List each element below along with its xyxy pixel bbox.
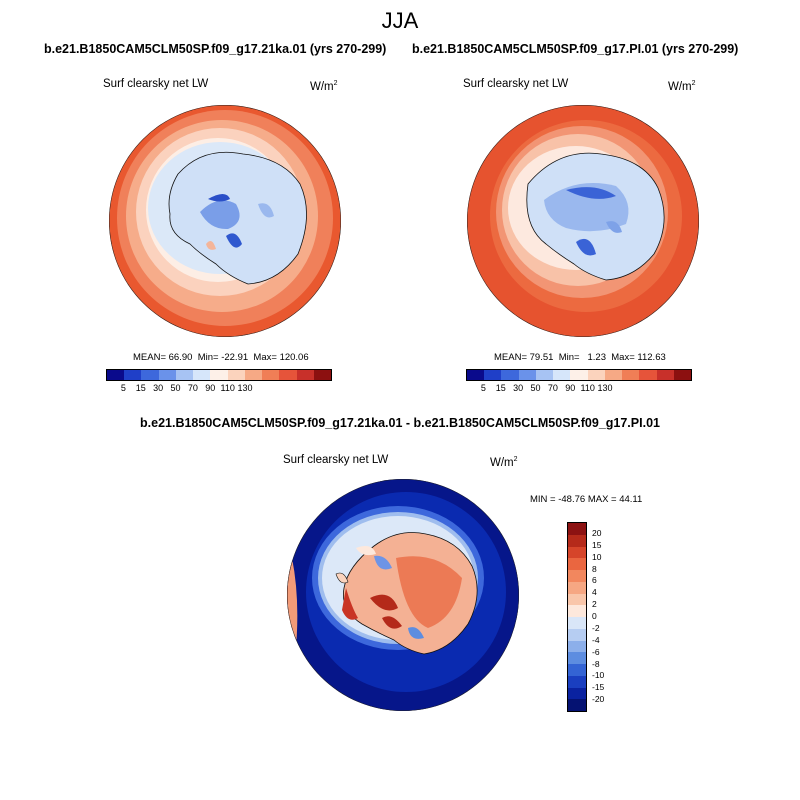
- diff-colorbar-tick-label: 2: [592, 599, 597, 610]
- colorbar-tick-label: 50: [530, 383, 541, 393]
- colorbar-swatches: [106, 369, 332, 381]
- panel-2-units: W/m2: [668, 80, 696, 93]
- diff-colorbar-swatch-11: [568, 652, 586, 664]
- panel-2-colorbar: 5 15 30 50 70 90 110 130: [466, 369, 692, 395]
- colorbar-swatch-7: [587, 370, 605, 380]
- diff-colorbar-tick-label: 15: [592, 539, 602, 550]
- colorbar-swatch-10: [279, 370, 297, 380]
- colorbar-tick-label: 130: [237, 383, 253, 393]
- diff-colorbar-tick-label: -8: [592, 658, 600, 669]
- colorbar-swatch-8: [244, 370, 263, 380]
- colorbar-tick-label: 5: [480, 383, 486, 393]
- colorbar-tick-label: 110: [580, 383, 595, 393]
- colorbar-swatch-8: [604, 370, 623, 380]
- colorbar-ticks: 5 15 30 50 70 90 110 130: [466, 381, 692, 395]
- diff-panel-units: W/m2: [490, 456, 518, 469]
- diff-colorbar-swatches: [567, 522, 587, 712]
- colorbar-swatch-10: [639, 370, 657, 380]
- panel-1-variable-label: Surf clearsky net LW: [103, 78, 209, 90]
- colorbar-tick-label: 15: [135, 383, 146, 393]
- colorbar-tick-label: 50: [170, 383, 181, 393]
- diff-colorbar-tick-label: -4: [592, 634, 600, 645]
- colorbar-swatch-6: [210, 370, 228, 380]
- colorbar-swatch-3: [518, 370, 536, 380]
- season-title: JJA: [381, 8, 419, 33]
- diff-colorbar-swatch-10: [568, 640, 586, 653]
- diff-panel-minmax: MIN = -48.76 MAX = 44.11: [530, 494, 643, 505]
- colorbar-swatches: [466, 369, 692, 381]
- diff-colorbar-swatch-1: [568, 534, 586, 547]
- diff-colorbar: [567, 522, 587, 712]
- colorbar-swatch-5: [193, 370, 211, 380]
- colorbar-tick-label: 110: [220, 383, 235, 393]
- diff-colorbar-swatch-3: [568, 558, 586, 570]
- panel-1-stats: MEAN= 66.90 Min= -22.91 Max= 120.06: [133, 352, 309, 363]
- colorbar-tick-label: 70: [547, 383, 558, 393]
- colorbar-swatch-9: [262, 370, 280, 380]
- diff-panel-polar-map: [287, 479, 519, 711]
- panel-2-stats: MEAN= 79.51 Min= 1.23 Max= 112.63: [494, 352, 666, 363]
- colorbar-tick-label: 130: [597, 383, 613, 393]
- colorbar-swatch-0: [107, 370, 125, 380]
- colorbar-tick-label: 90: [205, 383, 216, 393]
- diff-colorbar-swatch-7: [568, 605, 586, 617]
- colorbar-swatch-4: [535, 370, 554, 380]
- panel-2-variable-label: Surf clearsky net LW: [463, 78, 569, 90]
- diff-colorbar-tick-label: 10: [592, 551, 602, 562]
- diff-colorbar-swatch-14: [568, 687, 586, 700]
- colorbar-swatch-12: [673, 370, 692, 380]
- diff-colorbar-ticks: 20 15 10 8 6 4 2 0 -2 -4 -6 -8 -10 -15 -20: [592, 522, 622, 712]
- colorbar-tick-label: 90: [565, 383, 576, 393]
- colorbar-swatch-11: [296, 370, 314, 380]
- diff-colorbar-swatch-4: [568, 570, 586, 582]
- diff-colorbar-tick-label: 4: [592, 587, 597, 598]
- colorbar-swatch-2: [501, 370, 519, 380]
- diff-colorbar-swatch-0: [568, 523, 586, 535]
- panel-1-colorbar: 5 15 30 50 70 90 110 130: [106, 369, 332, 395]
- diff-colorbar-tick-label: -2: [592, 622, 600, 633]
- colorbar-swatch-12: [313, 370, 332, 380]
- colorbar-ticks: 5 15 30 50 70 90 110 130: [106, 381, 332, 395]
- panel-1-units: W/m2: [310, 80, 338, 93]
- panel-2-polar-map: [467, 105, 699, 337]
- diff-panel-variable-label: Surf clearsky net LW: [283, 454, 389, 466]
- colorbar-tick-label: 15: [495, 383, 506, 393]
- colorbar-swatch-9: [622, 370, 640, 380]
- diff-colorbar-swatch-8: [568, 617, 586, 629]
- diff-colorbar-tick-label: 6: [592, 575, 597, 586]
- colorbar-swatch-1: [124, 370, 142, 380]
- diff-panel-title: b.e21.B1850CAM5CLM50SP.f09_g17.21ka.01 -…: [140, 416, 660, 430]
- colorbar-swatch-7: [227, 370, 245, 380]
- colorbar-tick-label: 30: [153, 383, 164, 393]
- diff-colorbar-swatch-9: [568, 628, 586, 641]
- diff-colorbar-swatch-12: [568, 664, 586, 676]
- colorbar-tick-label: 30: [513, 383, 524, 393]
- diff-colorbar-tick-label: 0: [592, 611, 597, 621]
- diff-colorbar-tick-label: 20: [592, 527, 602, 538]
- colorbar-tick-label: 70: [187, 383, 198, 393]
- diff-colorbar-swatch-13: [568, 675, 586, 688]
- diff-colorbar-swatch-15: [568, 699, 586, 711]
- panel-1-title: b.e21.B1850CAM5CLM50SP.f09_g17.21ka.01 (…: [44, 42, 387, 56]
- colorbar-swatch-0: [467, 370, 485, 380]
- colorbar-swatch-11: [656, 370, 674, 380]
- diff-colorbar-tick-label: -15: [592, 682, 605, 693]
- panel-1-polar-map: [109, 105, 341, 337]
- diff-colorbar-swatch-6: [568, 593, 586, 606]
- colorbar-swatch-1: [484, 370, 502, 380]
- diff-colorbar-tick-label: 8: [592, 563, 597, 574]
- colorbar-swatch-3: [158, 370, 176, 380]
- diff-colorbar-tick-label: -20: [592, 694, 605, 705]
- panel-2-title: b.e21.B1850CAM5CLM50SP.f09_g17.PI.01 (yr…: [412, 42, 739, 56]
- colorbar-swatch-2: [141, 370, 159, 380]
- colorbar-swatch-6: [570, 370, 588, 380]
- colorbar-tick-label: 5: [120, 383, 126, 393]
- diff-colorbar-swatch-2: [568, 546, 586, 559]
- colorbar-swatch-4: [175, 370, 194, 380]
- diff-colorbar-swatch-5: [568, 581, 586, 594]
- diff-colorbar-tick-label: -6: [592, 646, 600, 657]
- diff-colorbar-tick-label: -10: [592, 670, 605, 681]
- colorbar-swatch-5: [553, 370, 571, 380]
